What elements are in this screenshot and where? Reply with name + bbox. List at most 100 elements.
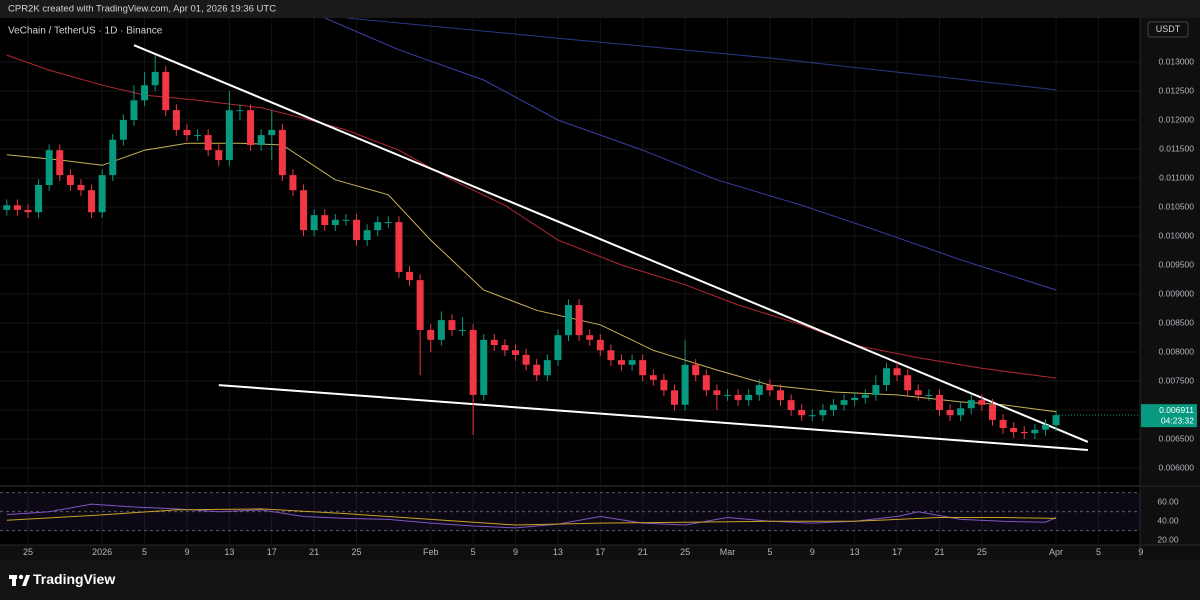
candle-body — [88, 190, 96, 213]
candle-body — [978, 400, 986, 405]
candle-body — [437, 320, 445, 340]
last-price-tag — [1141, 404, 1197, 428]
x-tick-label: 25 — [977, 547, 987, 557]
x-tick-label: 13 — [553, 547, 563, 557]
candle-body — [1052, 415, 1060, 426]
candle-body — [194, 135, 202, 137]
rsi-pane — [6, 503, 1057, 529]
candle-body — [999, 419, 1007, 428]
candle-body — [522, 354, 530, 365]
candle-body — [967, 400, 975, 409]
y-tick-label: 0.008500 — [1159, 317, 1195, 327]
x-tick-label: Feb — [423, 547, 439, 557]
symbol-title: VeChain / TetherUS · 1D · Binance — [8, 26, 163, 37]
candle-body — [840, 400, 848, 405]
candle-body — [406, 271, 414, 281]
logo-part — [18, 574, 24, 580]
y-tick-label: 0.011500 — [1159, 143, 1194, 153]
rsi-background — [0, 492, 1140, 532]
candle-body — [469, 329, 477, 395]
candle-body — [427, 329, 435, 340]
logo-part — [22, 575, 30, 586]
moving-average — [324, 18, 1057, 291]
candle-body — [893, 368, 901, 376]
candle-body — [172, 110, 180, 130]
candle-body — [278, 129, 286, 176]
candle-body — [861, 394, 869, 398]
candle-body — [310, 215, 318, 231]
candle-body — [660, 379, 668, 391]
y-tick-label: 0.008000 — [1159, 346, 1195, 356]
candle-body — [130, 100, 138, 121]
candle-body — [183, 129, 191, 136]
x-tick-label: 21 — [309, 547, 319, 557]
y-tick-label: 0.010000 — [1159, 230, 1195, 240]
candle-body — [45, 150, 53, 185]
candle-body — [363, 230, 371, 241]
candle-body — [13, 205, 21, 210]
candle-body — [649, 375, 657, 380]
candle-body — [925, 394, 933, 396]
y-tick-label: 0.009500 — [1159, 259, 1195, 269]
candle-body — [257, 135, 265, 145]
x-tick-label: 17 — [595, 547, 605, 557]
x-tick-label: 9 — [1138, 547, 1143, 557]
last-price-label: 0.006911 — [1159, 405, 1194, 415]
x-tick-label: 25 — [352, 547, 362, 557]
candle-body — [24, 209, 32, 213]
candle-body — [702, 375, 710, 391]
candle-body — [501, 345, 509, 351]
rsi-tick-label: 60.00 — [1157, 497, 1179, 507]
candle-body — [331, 219, 339, 225]
candle-body — [776, 390, 784, 401]
candle-body — [607, 350, 615, 361]
x-tick-label: 25 — [23, 547, 33, 557]
candle-body — [1031, 429, 1039, 434]
candle-body — [300, 190, 308, 231]
candle-body — [755, 385, 763, 395]
candle-body — [596, 339, 604, 351]
y-tick-label: 0.007500 — [1159, 375, 1195, 385]
candle-body — [236, 110, 244, 112]
header-bar — [0, 0, 1200, 18]
candle-body — [321, 215, 329, 225]
y-tick-label: 0.012000 — [1159, 114, 1195, 124]
candle-body — [204, 135, 212, 151]
candle-body — [151, 71, 159, 86]
candle-body — [353, 219, 361, 241]
x-tick-label: 21 — [934, 547, 944, 557]
candle-body — [395, 222, 403, 272]
rsi-area — [0, 487, 1140, 545]
rsi-tick-label: 40.00 — [1157, 516, 1179, 526]
x-tick-label: 17 — [892, 547, 902, 557]
candle-body — [713, 390, 721, 395]
candle-body — [141, 85, 149, 101]
candle-body — [819, 410, 827, 416]
candle-body — [77, 184, 85, 191]
candle-body — [734, 394, 742, 401]
brand-logo — [9, 574, 30, 586]
x-tick-label: 5 — [471, 547, 476, 557]
currency-button[interactable] — [1147, 21, 1189, 38]
candle-body — [56, 150, 64, 176]
currency-label[interactable]: USDT — [1156, 24, 1181, 34]
candle-body — [162, 71, 170, 111]
y-tick-label: 0.013000 — [1159, 56, 1195, 66]
candle-body — [416, 280, 424, 330]
candle-body — [745, 394, 753, 401]
header-text: CPR2K created with TradingView.com, Apr … — [8, 4, 276, 15]
footer-brand: TradingView — [33, 571, 115, 587]
x-tick-label: 13 — [850, 547, 860, 557]
x-tick-label: 9 — [184, 547, 189, 557]
x-tick-label: 17 — [267, 547, 277, 557]
x-tick-label: 5 — [1096, 547, 1101, 557]
x-tick-label: 13 — [224, 547, 234, 557]
candle-body — [554, 335, 562, 361]
candle-body — [872, 385, 880, 395]
candle-body — [723, 394, 731, 396]
candle-body — [109, 139, 117, 176]
candle-body — [618, 360, 626, 365]
y-tick-label: 0.009000 — [1159, 288, 1195, 298]
footer-bar — [0, 560, 1200, 600]
